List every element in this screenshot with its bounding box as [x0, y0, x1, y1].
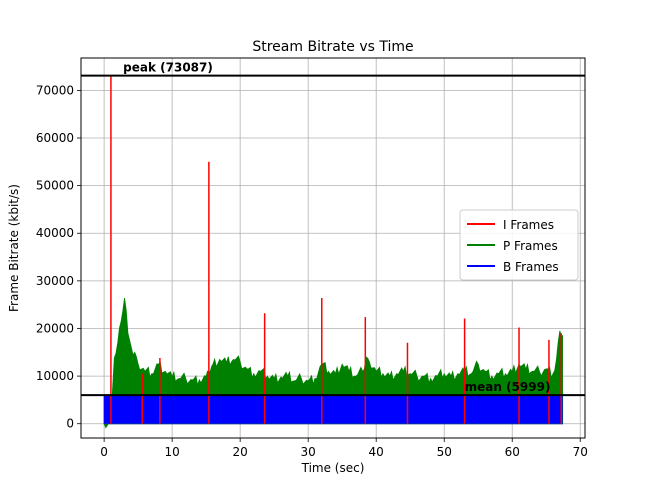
y-tick-label: 30000: [36, 274, 74, 288]
reference-lines: [81, 74, 585, 397]
legend-label-b-frames: B Frames: [503, 260, 559, 274]
legend-label-p-frames: P Frames: [503, 239, 558, 253]
x-tick-label: 20: [233, 445, 248, 459]
x-tick-label: 30: [301, 445, 316, 459]
x-tick-label: 0: [100, 445, 108, 459]
annotation-0: peak (73087): [123, 61, 213, 75]
x-tick-label: 40: [369, 445, 384, 459]
y-tick-label: 70000: [36, 83, 74, 97]
y-axis-ticks: 0 10000 20000 30000 40000 50000 60000 70000: [36, 83, 81, 431]
x-tick-label: 10: [165, 445, 180, 459]
series-i-frames: [110, 75, 562, 424]
chart-title: Stream Bitrate vs Time: [252, 39, 413, 55]
x-axis-label: Time (sec): [301, 461, 365, 475]
x-tick-label: 50: [437, 445, 452, 459]
y-tick-label: 50000: [36, 179, 74, 193]
x-tick-label: 70: [573, 445, 588, 459]
legend: I Frames P Frames B Frames: [459, 209, 579, 281]
b-frames-overlay: [104, 395, 563, 424]
annotation-1: mean (5999): [465, 380, 551, 394]
y-tick-label: 20000: [36, 321, 74, 335]
y-tick-label: 0: [66, 417, 74, 431]
legend-box: [459, 209, 579, 281]
y-tick-label: 40000: [36, 226, 74, 240]
y-tick-label: 10000: [36, 369, 74, 383]
annotations: peak (73087) mean (5999): [123, 61, 550, 394]
x-tick-label: 60: [505, 445, 520, 459]
x-axis-ticks: 0 10 20 30 40 50 60 70: [100, 438, 588, 459]
y-axis-label: Frame Bitrate (kbit/s): [7, 184, 21, 312]
legend-label-i-frames: I Frames: [503, 218, 554, 232]
plot-frame: [80, 57, 586, 439]
y-tick-label: 60000: [36, 131, 74, 145]
